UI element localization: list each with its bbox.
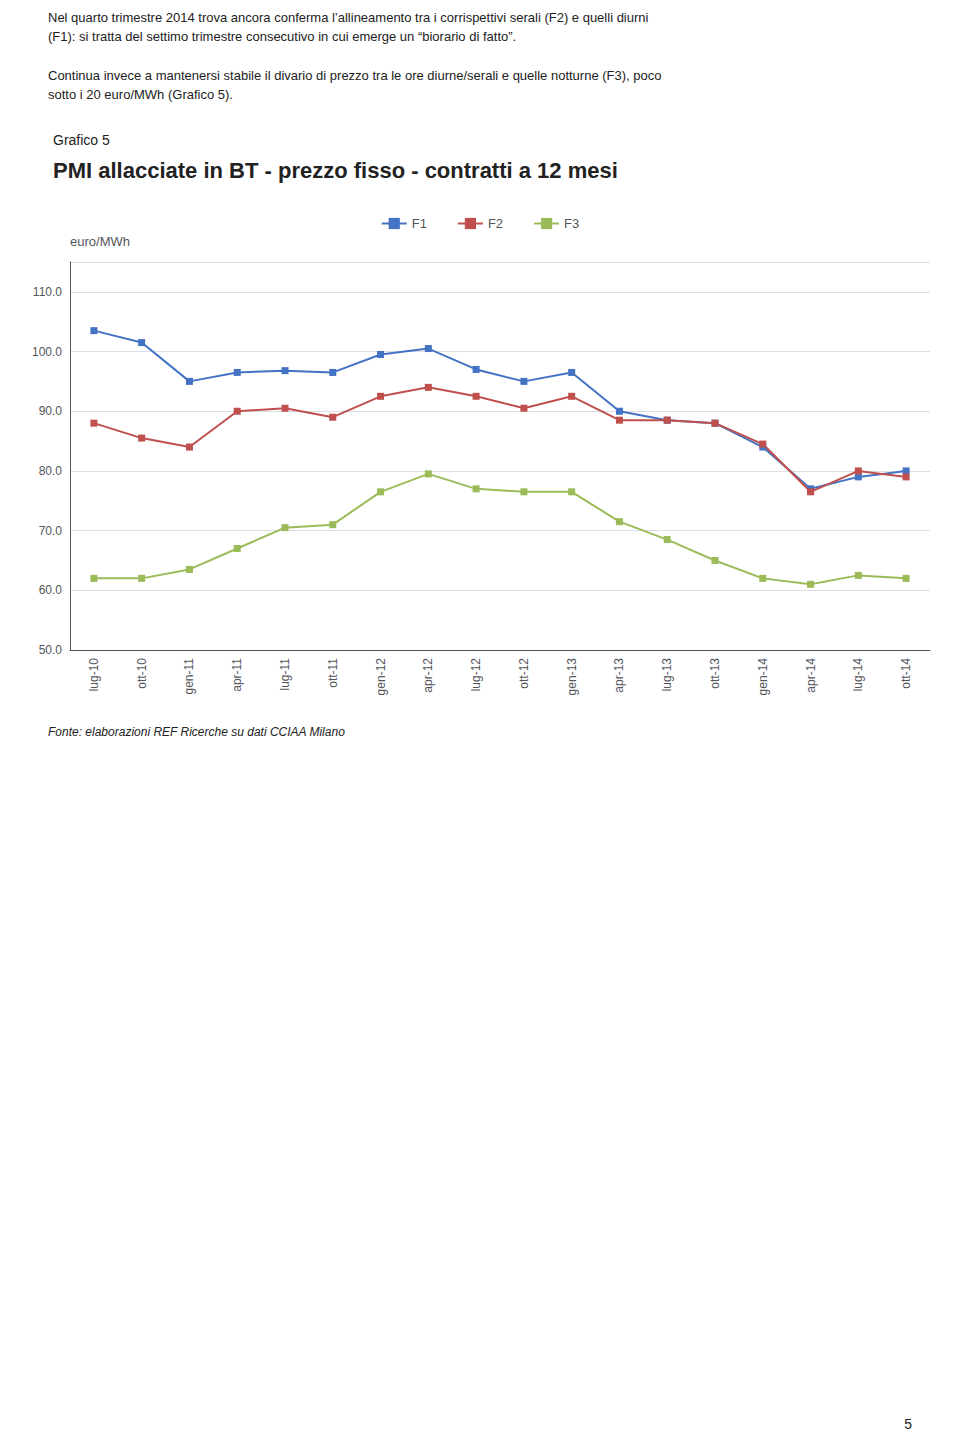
svg-text:lug-12: lug-12 — [469, 658, 483, 692]
svg-text:apr-12: apr-12 — [421, 658, 435, 693]
svg-text:lug-10: lug-10 — [87, 658, 101, 692]
svg-text:Continua invece a mantenersi s: Continua invece a mantenersi stabile il … — [48, 68, 662, 83]
svg-text:ott-10: ott-10 — [135, 658, 149, 689]
svg-text:Nel quarto trimestre 2014 trov: Nel quarto trimestre 2014 trova ancora c… — [48, 10, 649, 25]
svg-text:lug-13: lug-13 — [660, 658, 674, 692]
svg-text:60.0: 60.0 — [39, 583, 63, 597]
svg-text:PMI allacciate in BT - prezzo: PMI allacciate in BT - prezzo fisso - co… — [53, 158, 618, 183]
svg-text:110.0: 110.0 — [33, 285, 62, 299]
svg-text:5: 5 — [904, 1416, 912, 1432]
svg-text:F2: F2 — [488, 216, 503, 231]
svg-text:sotto i 20 euro/MWh (Grafico 5: sotto i 20 euro/MWh (Grafico 5). — [48, 87, 233, 102]
svg-text:ott-12: ott-12 — [517, 658, 531, 689]
svg-text:apr-13: apr-13 — [612, 658, 626, 693]
svg-text:ott-13: ott-13 — [708, 658, 722, 689]
svg-text:gen-13: gen-13 — [565, 658, 579, 696]
svg-text:100.0: 100.0 — [32, 345, 62, 359]
svg-text:90.0: 90.0 — [39, 404, 63, 418]
svg-text:50.0: 50.0 — [39, 643, 63, 657]
svg-text:(F1): si tratta del settimo tr: (F1): si tratta del settimo trimestre co… — [48, 29, 516, 44]
svg-text:Fonte: elaborazioni REF Ricerc: Fonte: elaborazioni REF Ricerche su dati… — [48, 725, 345, 739]
svg-text:70.0: 70.0 — [39, 524, 63, 538]
svg-text:gen-11: gen-11 — [182, 658, 196, 695]
svg-text:ott-11: ott-11 — [326, 658, 340, 688]
svg-text:gen-12: gen-12 — [374, 658, 388, 696]
svg-text:apr-11: apr-11 — [230, 658, 244, 692]
svg-text:Grafico 5: Grafico 5 — [53, 132, 110, 148]
svg-text:F3: F3 — [564, 216, 579, 231]
svg-text:lug-11: lug-11 — [278, 658, 292, 691]
svg-text:gen-14: gen-14 — [756, 658, 770, 696]
svg-text:apr-14: apr-14 — [804, 658, 818, 693]
svg-text:80.0: 80.0 — [39, 464, 63, 478]
svg-text:F1: F1 — [412, 216, 427, 231]
svg-text:ott-14: ott-14 — [899, 658, 913, 689]
svg-text:lug-14: lug-14 — [851, 658, 865, 692]
svg-text:euro/MWh: euro/MWh — [70, 234, 130, 249]
